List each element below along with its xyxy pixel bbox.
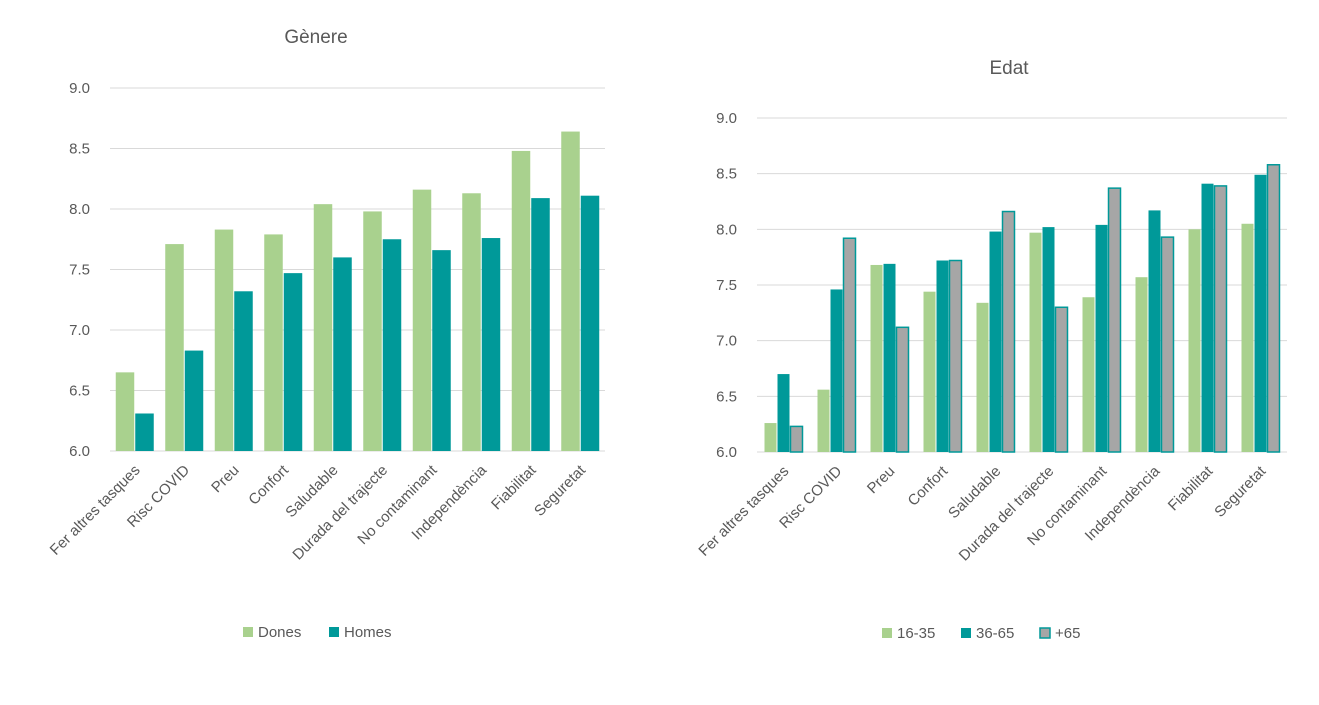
y-tick-label: 6.0 — [716, 444, 737, 461]
y-tick-label: 6.5 — [716, 388, 737, 405]
bar-Dones — [511, 150, 531, 452]
y-tick-label: 7.5 — [69, 262, 90, 279]
y-tick-label: 6.5 — [69, 383, 90, 400]
bar-36-65 — [1148, 210, 1161, 452]
legend-swatch — [961, 628, 971, 638]
bar-16-35 — [764, 423, 777, 452]
x-category-label: Confort — [245, 461, 292, 508]
y-tick-label: 7.5 — [716, 277, 737, 294]
bar-Homes — [135, 413, 154, 451]
bar-36-65 — [883, 263, 896, 452]
legend-label: +65 — [1055, 625, 1080, 642]
legend-swatch — [329, 627, 339, 637]
bar-Dones — [363, 211, 382, 451]
bar-36-65 — [830, 289, 843, 452]
bar-+65 — [1054, 306, 1069, 453]
bar-Dones — [561, 131, 580, 451]
bar-36-65 — [989, 231, 1002, 452]
bar-16-35 — [923, 291, 936, 452]
bar-+65 — [789, 425, 804, 453]
legend-label: 16-35 — [897, 625, 935, 642]
bar-Homes — [333, 257, 352, 451]
x-category-label: Seguretat — [531, 461, 590, 520]
x-category-label: Seguretat — [1211, 462, 1270, 521]
bar-+65 — [842, 237, 857, 453]
bar-+65 — [895, 326, 910, 453]
bar-Dones — [264, 234, 283, 451]
legend-label: Dones — [258, 624, 301, 641]
y-tick-label: 8.0 — [716, 221, 737, 238]
bar-36-65 — [1201, 183, 1214, 453]
bar-Homes — [531, 198, 550, 451]
bar-Homes — [234, 291, 253, 451]
bar-Homes — [184, 350, 204, 451]
bar-36-65 — [1095, 224, 1108, 452]
bar-Homes — [432, 250, 451, 451]
chart-edat: Edat 6.0 6.5 7.0 7.5 8.0 8.5 9.0 Fer altres tas… — [695, 58, 1287, 642]
bar-16-35 — [817, 389, 830, 452]
bar-+65 — [1001, 210, 1016, 453]
bar-Dones — [462, 193, 481, 451]
chart-title: Edat — [989, 58, 1029, 79]
bar-+65 — [1266, 164, 1281, 453]
bar-16-35 — [1188, 229, 1201, 452]
x-category-label: Confort — [905, 462, 952, 509]
x-category-label: Durada del trajecte — [956, 463, 1058, 565]
bar-+65 — [948, 259, 963, 453]
bar-Dones — [214, 229, 234, 451]
bar-36-65 — [936, 260, 949, 452]
legend-label: Homes — [344, 624, 392, 641]
legend-label: 36-65 — [976, 625, 1014, 642]
bar-16-35 — [1029, 232, 1042, 452]
bar-Homes — [283, 273, 303, 451]
bar-Dones — [412, 189, 432, 451]
legend-swatch — [882, 628, 892, 638]
y-tick-label: 9.0 — [69, 80, 90, 97]
bar-Homes — [481, 238, 501, 451]
x-category-label: Durada del trajecte — [289, 462, 391, 564]
bar-16-35 — [1135, 277, 1148, 452]
y-tick-label: 6.0 — [69, 443, 90, 460]
y-tick-label: 8.5 — [69, 141, 90, 158]
bar-Dones — [313, 204, 333, 451]
x-category-label: Preu — [208, 462, 242, 496]
bar-16-35 — [870, 264, 883, 452]
bar-+65 — [1213, 185, 1228, 453]
bar-36-65 — [1254, 174, 1267, 452]
bar-+65 — [1107, 187, 1122, 453]
chart-title: Gènere — [284, 27, 347, 48]
bar-36-65 — [1042, 227, 1055, 452]
x-category-label: Fer altres tasques — [47, 462, 144, 559]
chart-genere: Gènere 6.0 6.5 7.0 7.5 8.0 8.5 9.0 Fer altres t… — [47, 27, 605, 641]
legend-swatch — [1039, 627, 1051, 639]
bar-Homes — [580, 195, 600, 451]
y-tick-label: 8.0 — [69, 201, 90, 218]
y-tick-label: 8.5 — [716, 166, 737, 183]
bar-Homes — [382, 239, 402, 451]
y-tick-label: 7.0 — [69, 322, 90, 339]
x-category-label: Fiabilitat — [1165, 462, 1217, 514]
legend-swatch — [243, 627, 253, 637]
bar-16-35 — [976, 302, 989, 452]
x-category-label: Fer altres tasques — [695, 463, 792, 560]
bar-+65 — [1160, 236, 1175, 453]
bar-36-65 — [777, 374, 790, 452]
y-tick-label: 9.0 — [716, 110, 737, 127]
y-tick-label: 7.0 — [716, 333, 737, 350]
bar-16-35 — [1241, 223, 1254, 452]
bar-16-35 — [1082, 297, 1095, 452]
bar-Dones — [115, 372, 135, 451]
bar-Dones — [165, 244, 184, 451]
x-category-label: Preu — [864, 463, 898, 497]
